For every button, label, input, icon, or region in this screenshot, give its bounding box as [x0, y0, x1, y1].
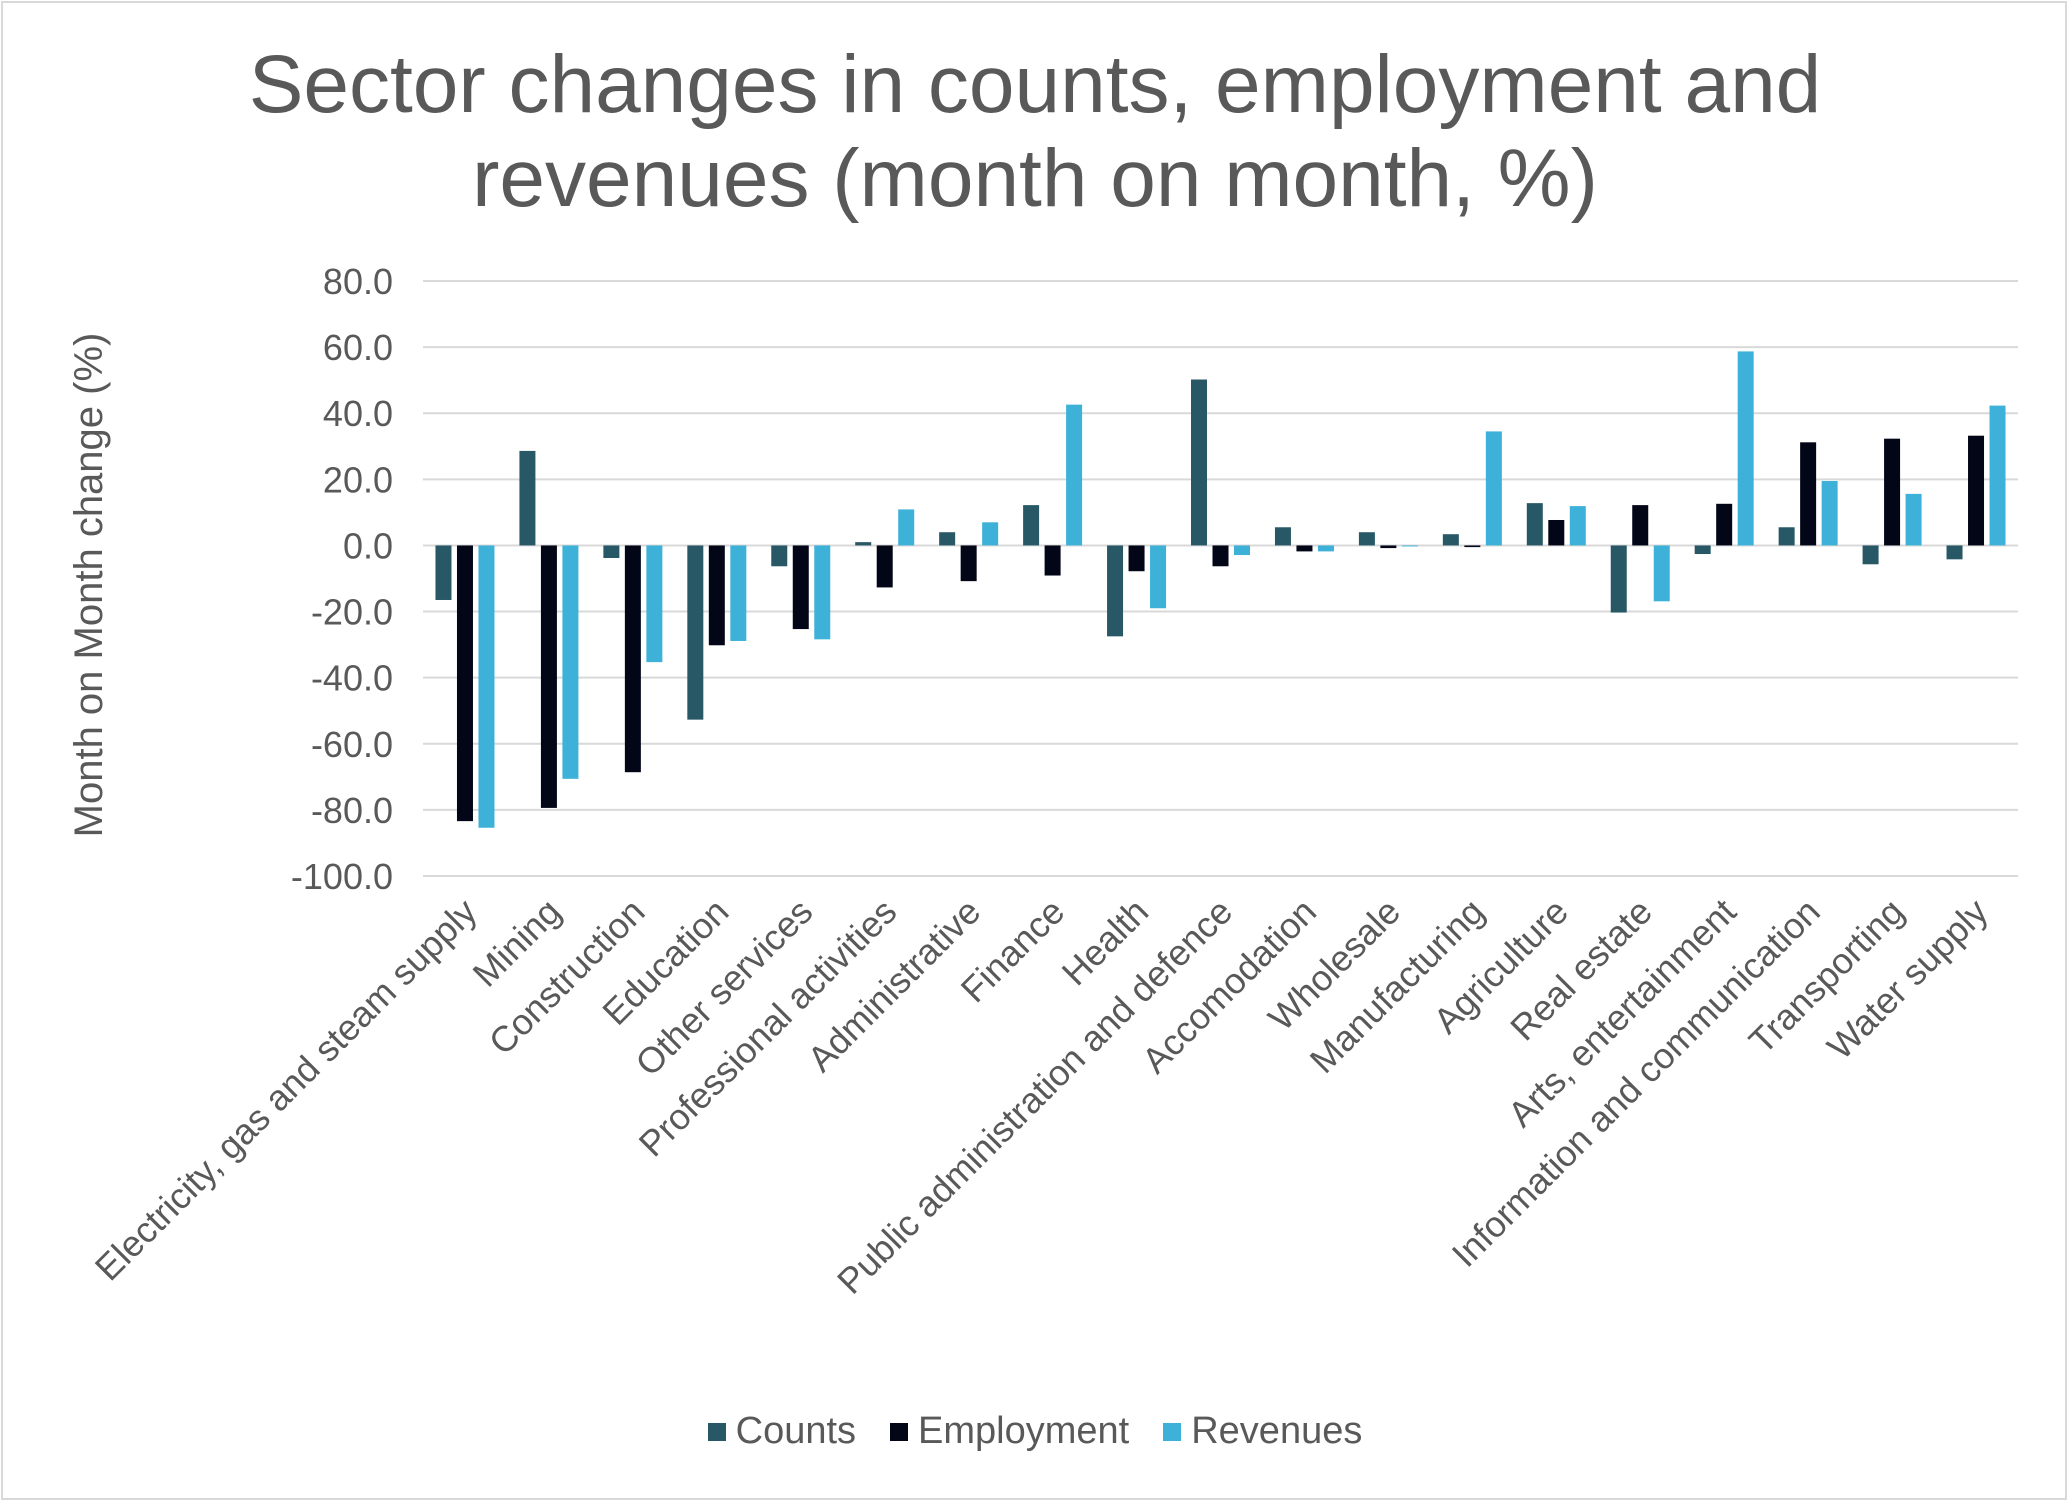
legend-label: Counts	[735, 1410, 857, 1452]
bar-revenues	[1905, 493, 1922, 546]
bar-counts	[1526, 503, 1543, 546]
bar-counts	[1946, 545, 1963, 560]
bar-counts	[1778, 527, 1795, 546]
bar-revenues	[1989, 405, 2006, 546]
bar-revenues	[1569, 506, 1586, 546]
bar-employment	[1128, 545, 1145, 572]
legend-swatch	[1163, 1422, 1182, 1441]
bar-employment	[1548, 519, 1565, 546]
x-tick-label: Electricity, gas and steam supply	[87, 891, 485, 1289]
bar-employment	[1464, 545, 1481, 548]
bar-revenues	[562, 545, 579, 779]
bar-employment	[1044, 545, 1061, 576]
y-tick-label: 40.0	[323, 393, 393, 434]
bar-counts	[519, 450, 536, 546]
bar-employment	[1212, 545, 1229, 567]
bar-employment	[624, 545, 641, 773]
bar-employment	[1296, 545, 1313, 552]
y-tick-label: 80.0	[323, 261, 393, 302]
bar-employment	[1632, 505, 1649, 546]
bar-revenues	[478, 545, 495, 828]
bar-counts	[687, 545, 704, 720]
bar-counts	[1358, 532, 1375, 546]
y-tick-label: 0.0	[343, 525, 393, 566]
bar-revenues	[814, 545, 831, 640]
bar-counts	[1107, 545, 1124, 637]
bar-revenues	[1653, 545, 1670, 602]
bar-revenues	[1401, 545, 1418, 547]
bars	[435, 351, 2006, 828]
y-axis-label: Month on Month change (%)	[67, 333, 111, 838]
bar-counts	[1191, 379, 1207, 546]
bar-counts	[435, 545, 452, 600]
bar-revenues	[982, 522, 999, 546]
y-tick-label: -80.0	[311, 790, 393, 831]
bar-employment	[876, 545, 893, 588]
bar-employment	[1968, 435, 1985, 546]
x-axis-labels: Electricity, gas and steam supplyMiningC…	[87, 891, 1996, 1302]
bar-counts	[1694, 545, 1711, 555]
legend-swatch	[890, 1422, 909, 1441]
bar-revenues	[1485, 431, 1502, 546]
bar-employment	[960, 545, 977, 582]
legend-label: Revenues	[1191, 1410, 1363, 1452]
y-tick-label: 20.0	[323, 459, 393, 500]
bar-counts	[1442, 534, 1459, 546]
legend: Counts Employment Revenues	[0, 1410, 2070, 1453]
bar-counts	[1023, 505, 1040, 546]
chart-title-line-1: Sector changes in counts, employment and	[248, 39, 1822, 130]
y-tick-label: -40.0	[311, 658, 393, 699]
bar-revenues	[898, 509, 915, 546]
bar-revenues	[1317, 545, 1334, 552]
bar-employment	[456, 545, 473, 822]
chart-title-line-2: revenues (month on month, %)	[472, 133, 1598, 224]
bar-employment	[1716, 503, 1733, 546]
bar-revenues	[1234, 545, 1250, 556]
legend-item-employment: Employment	[890, 1410, 1129, 1453]
bar-revenues	[1821, 480, 1838, 546]
bar-employment	[708, 545, 725, 646]
y-tick-label: 60.0	[323, 327, 393, 368]
bar-counts	[855, 542, 872, 546]
bar-revenues	[1150, 545, 1167, 609]
bar-employment	[1884, 438, 1901, 546]
bar-counts	[1610, 545, 1627, 613]
bar-employment	[792, 545, 809, 630]
y-tick-label: -100.0	[291, 856, 393, 897]
bar-revenues	[730, 545, 747, 641]
bar-counts	[603, 545, 620, 559]
legend-label: Employment	[918, 1410, 1130, 1452]
bar-revenues	[1737, 351, 1754, 546]
bar-revenues	[646, 545, 663, 663]
y-tick-label: -60.0	[311, 724, 393, 765]
bar-employment	[1800, 442, 1817, 546]
y-tick-label: -20.0	[311, 592, 393, 633]
legend-item-counts: Counts	[707, 1410, 857, 1453]
chart-title: Sector changes in counts, employment and…	[0, 38, 2070, 226]
bar-employment	[540, 545, 557, 808]
bar-counts	[771, 545, 788, 567]
bar-counts	[939, 532, 956, 546]
bar-revenues	[1066, 404, 1083, 546]
bar-employment	[1380, 545, 1397, 549]
legend-item-revenues: Revenues	[1163, 1410, 1362, 1453]
y-axis-ticks: 80.0 60.0 40.0 20.0 0.0 -20.0 -40.0 -60.0 -80.0 -…	[291, 261, 393, 897]
bar-counts	[1274, 527, 1291, 546]
bar-counts	[1862, 545, 1879, 565]
legend-swatch	[707, 1422, 726, 1441]
